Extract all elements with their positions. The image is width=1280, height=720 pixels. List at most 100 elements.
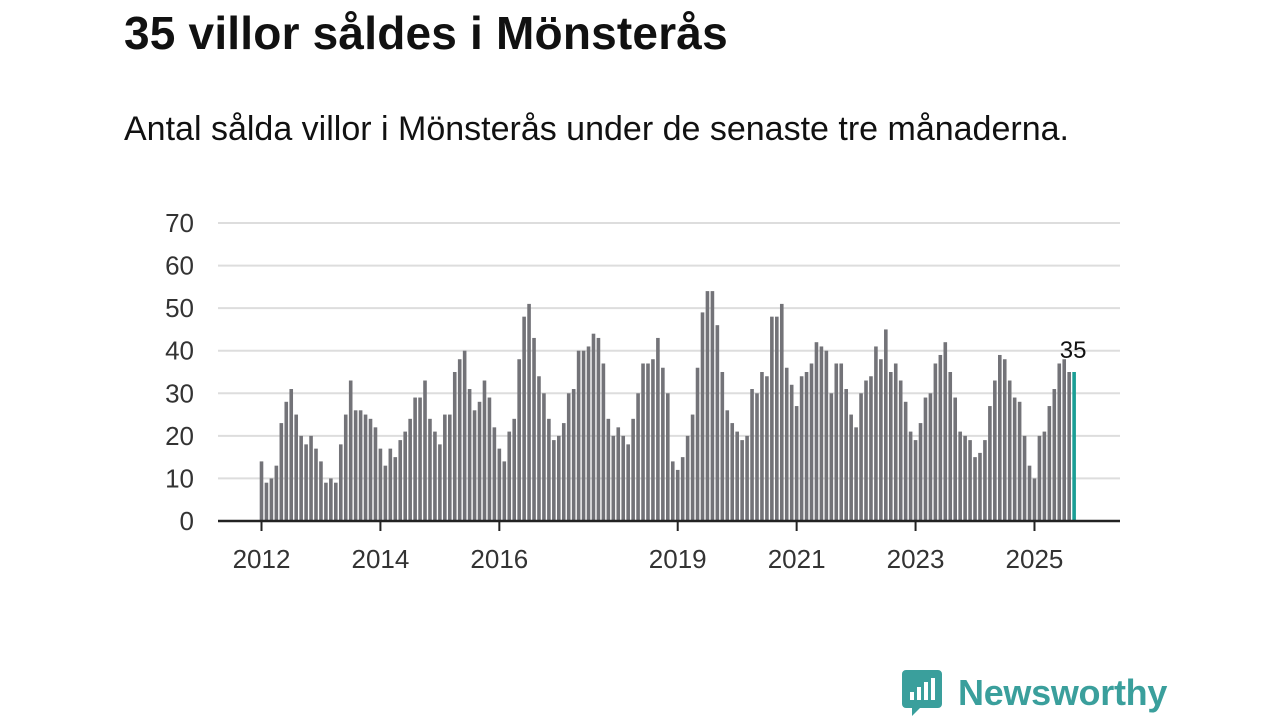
bar (928, 393, 933, 521)
bar (1027, 465, 1032, 521)
bar (601, 363, 606, 521)
bar (1007, 380, 1012, 521)
bar (745, 435, 749, 521)
bar (844, 389, 848, 521)
bar (1012, 397, 1017, 521)
y-tick-label: 10 (165, 463, 194, 493)
bar (537, 376, 541, 521)
bar (334, 482, 338, 521)
bar (903, 401, 908, 521)
bar (314, 448, 318, 521)
bar (373, 427, 378, 521)
bar (512, 418, 517, 521)
x-tick-label: 2014 (351, 544, 409, 574)
bar (338, 444, 343, 521)
bar (581, 350, 586, 521)
bar (804, 372, 809, 521)
bar (775, 316, 779, 521)
bar (403, 431, 407, 521)
bar (680, 457, 685, 521)
x-tick-label: 2025 (1006, 544, 1064, 574)
bar (636, 393, 640, 521)
bar (487, 397, 492, 521)
bar (571, 389, 576, 521)
bar (1022, 435, 1027, 521)
bar (626, 444, 630, 521)
bar (264, 482, 269, 521)
bar (854, 427, 858, 521)
bar (324, 482, 328, 521)
bar (720, 372, 725, 521)
bar (566, 393, 571, 521)
bar (527, 303, 531, 521)
y-tick-label: 20 (165, 421, 194, 451)
bar (433, 431, 437, 521)
bar (413, 397, 417, 521)
bar (814, 342, 819, 521)
bar (839, 363, 844, 521)
bar (547, 418, 551, 521)
bar (973, 457, 977, 521)
bar (606, 418, 611, 521)
bar (408, 418, 412, 521)
bar (750, 389, 754, 521)
bar (993, 380, 997, 521)
bar (591, 333, 596, 521)
bar (968, 440, 972, 521)
bar (779, 303, 784, 521)
bar (299, 435, 303, 521)
bar (958, 431, 962, 521)
y-tick-label: 60 (165, 251, 194, 281)
bar (705, 291, 710, 521)
chart-subtitle: Antal sålda villor i Mönsterås under de … (124, 110, 1069, 148)
bar (963, 435, 967, 521)
bar (561, 423, 566, 521)
bar (452, 372, 457, 521)
x-tick-label: 2012 (233, 544, 291, 574)
bar (884, 329, 888, 521)
bar (443, 414, 447, 521)
bar (651, 359, 655, 521)
bar (1057, 363, 1062, 521)
bar (923, 397, 928, 521)
x-tick-label: 2023 (887, 544, 945, 574)
bar (363, 414, 368, 521)
bar-chart: 0 10 20 30 40 50 60 70 2012 2014 2016 2019 2021 2023 2… (165, 208, 1120, 574)
newsworthy-logo-icon (902, 670, 942, 716)
bar (715, 325, 720, 521)
bar (557, 435, 561, 521)
bar (1032, 478, 1037, 521)
bar (457, 359, 462, 521)
bar (358, 410, 363, 521)
bar (329, 478, 333, 521)
bar (1062, 359, 1067, 521)
bar (383, 465, 388, 521)
bar (611, 435, 616, 521)
bar (482, 380, 487, 521)
bar (670, 461, 675, 521)
bar (988, 406, 992, 521)
bar (765, 376, 769, 521)
bar (641, 363, 645, 521)
bar (933, 363, 938, 521)
bar (428, 418, 432, 521)
bar (467, 389, 472, 521)
bar (755, 393, 759, 521)
bar (685, 435, 690, 521)
bar (789, 384, 794, 521)
bar (730, 423, 735, 521)
bar (423, 380, 427, 521)
bar (319, 461, 323, 521)
bar (809, 363, 814, 521)
bar (576, 350, 581, 521)
bar (898, 380, 903, 521)
bar (913, 440, 918, 521)
bar (1047, 406, 1052, 521)
bar (388, 448, 393, 521)
bar (532, 337, 536, 521)
x-tick-label: 2016 (470, 544, 528, 574)
bar (874, 346, 878, 521)
bar (616, 427, 621, 521)
bar (586, 346, 591, 521)
bar (438, 444, 442, 521)
